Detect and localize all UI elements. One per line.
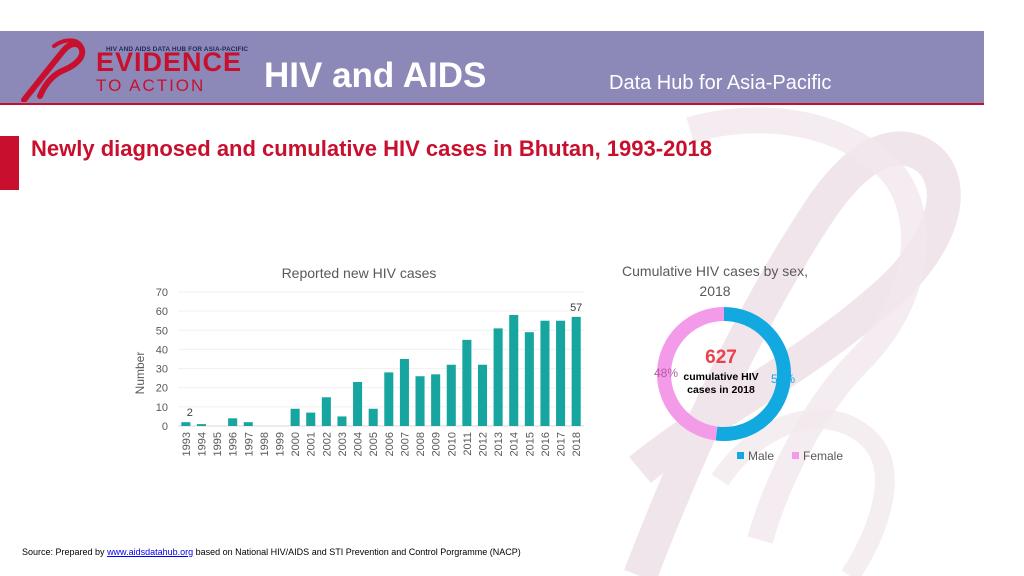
bar-2012	[477, 364, 488, 426]
logo-subwordmark: TO ACTION	[96, 76, 206, 95]
bar-ytick-label: 40	[156, 344, 168, 356]
bar-1997	[243, 422, 253, 426]
bar-xtick-label: 1999	[275, 432, 287, 456]
bar-ytick-label: 70	[156, 287, 168, 299]
header-divider	[0, 103, 984, 105]
title-accent-bar	[0, 136, 19, 190]
bar-2018	[571, 316, 581, 426]
bar-xtick-label: 2012	[478, 432, 490, 456]
bar-xtick-label: 1996	[228, 432, 240, 456]
bar-2005	[368, 408, 378, 426]
bar-data-label-2018: 57	[570, 302, 582, 314]
logo-wordmark: EVIDENCE	[96, 47, 243, 77]
bar-chart-title: Reported new HIV cases	[282, 265, 437, 281]
bar-xtick-label: 2014	[509, 432, 521, 456]
source-prefix: Source: Prepared by	[22, 547, 108, 557]
bar-xtick-label: 2017	[556, 432, 568, 456]
bar-2015	[524, 332, 534, 426]
bar-ytick-label: 20	[156, 383, 168, 395]
bar-xtick-label: 2015	[524, 432, 536, 456]
bar-xtick-label: 1993	[181, 432, 193, 456]
bar-xtick-label: 2004	[353, 432, 365, 456]
bar-2008	[415, 376, 425, 426]
bar-2010	[446, 364, 456, 426]
bar-xtick-label: 2007	[399, 432, 411, 456]
bar-xtick-label: 2001	[306, 432, 318, 456]
source-suffix: based on National HIV/AIDS and STI Preve…	[193, 547, 521, 557]
bar-xtick-label: 2011	[462, 432, 474, 456]
donut-center-label-line1: cumulative HIV	[683, 371, 758, 383]
bar-2000	[290, 408, 300, 426]
bar-2017	[556, 320, 566, 426]
source-note: Source: Prepared by www.aidsdatahub.org …	[22, 547, 521, 557]
bar-xtick-label: 2016	[540, 432, 552, 456]
site-subtitle: Data Hub for Asia-Pacific	[609, 72, 832, 94]
legend-label-male: Male	[748, 449, 774, 463]
bar-xtick-label: 2005	[368, 432, 380, 456]
bar-ytick-label: 50	[156, 325, 168, 337]
legend-swatch-male	[737, 452, 744, 459]
bar-2011	[462, 339, 472, 426]
bar-ytick-label: 0	[162, 421, 168, 433]
legend-label-female: Female	[803, 449, 843, 463]
source-link[interactable]: www.aidsdatahub.org	[107, 547, 194, 557]
bar-2006	[384, 372, 394, 426]
bar-2004	[353, 381, 363, 426]
bar-xtick-label: 2000	[290, 432, 302, 456]
bar-ytick-label: 60	[156, 306, 168, 318]
donut-title-line1: Cumulative HIV cases by sex,	[622, 263, 808, 279]
donut-slice-male	[715, 307, 791, 441]
bar-chart-ylabel: Number	[133, 352, 147, 395]
bar-2007	[399, 359, 409, 426]
donut-title-line2: 2018	[699, 283, 730, 299]
donut-slice-female	[657, 307, 725, 441]
bar-1994	[196, 424, 206, 426]
bar-2002	[321, 397, 331, 426]
donut-center-label-line2: cases in 2018	[687, 384, 755, 396]
page-title: Newly diagnosed and cumulative HIV cases…	[31, 136, 713, 161]
donut-label-female: 48%	[654, 366, 678, 380]
bar-2014	[509, 314, 519, 426]
bar-2001	[306, 412, 316, 426]
logo-tagline: HIV AND AIDS DATA HUB FOR ASIA-PACIFIC	[106, 46, 249, 53]
bar-xtick-label: 1995	[212, 432, 224, 456]
donut-center-value: 627	[705, 347, 737, 368]
bar-data-label-1993: 2	[187, 407, 193, 419]
header-bar	[0, 31, 984, 104]
site-title: HIV and AIDS	[264, 56, 487, 95]
bar-ytick-label: 10	[156, 402, 168, 414]
bar-xtick-label: 2002	[321, 432, 333, 456]
bar-xtick-label: 1998	[259, 432, 271, 456]
bar-xtick-label: 1994	[196, 432, 208, 456]
bar-xtick-label: 2008	[415, 432, 427, 456]
bar-2016	[540, 320, 550, 426]
legend-swatch-female	[792, 452, 799, 459]
bar-xtick-label: 2010	[446, 432, 458, 456]
evidence-to-action-logo: HIV AND AIDS DATA HUB FOR ASIA-PACIFIC E…	[14, 36, 248, 102]
bar-xtick-label: 2018	[571, 432, 583, 456]
bar-ytick-label: 30	[156, 364, 168, 376]
bar-xtick-label: 2009	[431, 432, 443, 456]
bar-2003	[337, 416, 347, 426]
bar-1993	[181, 422, 191, 426]
bar-xtick-label: 2013	[493, 432, 505, 456]
bar-2009	[431, 374, 441, 426]
bar-2013	[493, 328, 503, 426]
bar-xtick-label: 2003	[337, 432, 349, 456]
red-ribbon-icon	[21, 38, 86, 102]
donut-label-male: 52%	[771, 372, 795, 386]
bar-xtick-label: 1997	[243, 432, 255, 456]
bar-xtick-label: 2006	[384, 432, 396, 456]
bar-1996	[228, 418, 238, 426]
